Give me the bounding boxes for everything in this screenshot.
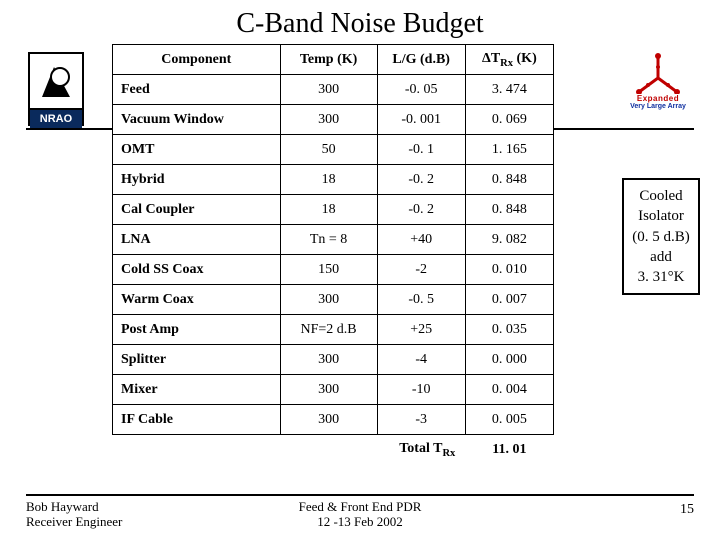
temp-cell: 50 [280, 135, 377, 165]
evla-icon [633, 52, 683, 94]
table-row: OMT50-0. 11. 165 [113, 135, 554, 165]
temp-cell: 300 [280, 345, 377, 375]
table-row: Feed300-0. 053. 474 [113, 75, 554, 105]
dtrx-cell: 3. 474 [465, 75, 553, 105]
temp-cell: 150 [280, 255, 377, 285]
lg-cell: -0. 001 [377, 105, 465, 135]
temp-cell: 300 [280, 375, 377, 405]
component-cell: LNA [113, 225, 281, 255]
table-row: LNATn = 8+409. 082 [113, 225, 554, 255]
annotation-box: Cooled Isolator (0. 5 d.B) add 3. 31°K [622, 178, 700, 295]
component-cell: Mixer [113, 375, 281, 405]
component-cell: Splitter [113, 345, 281, 375]
table-row: Vacuum Window300-0. 0010. 069 [113, 105, 554, 135]
temp-cell: 300 [280, 405, 377, 435]
temp-cell: 300 [280, 75, 377, 105]
lg-cell: -0. 05 [377, 75, 465, 105]
temp-cell: 18 [280, 195, 377, 225]
divider-bottom [26, 494, 694, 496]
table-row: Mixer300-100. 004 [113, 375, 554, 405]
total-value: 11. 01 [465, 435, 553, 465]
annotation-line: add [626, 247, 696, 267]
page-number: 15 [680, 502, 694, 518]
component-cell: Feed [113, 75, 281, 105]
nrao-logo: NRAO [28, 52, 84, 126]
col-header: Temp (K) [280, 45, 377, 75]
lg-cell: +40 [377, 225, 465, 255]
temp-cell: 18 [280, 165, 377, 195]
table-row: Warm Coax300-0. 50. 007 [113, 285, 554, 315]
dtrx-cell: 0. 848 [465, 195, 553, 225]
dtrx-cell: 0. 000 [465, 345, 553, 375]
dtrx-cell: 0. 004 [465, 375, 553, 405]
temp-cell: 300 [280, 285, 377, 315]
footer-center: Feed & Front End PDR 12 -13 Feb 2002 [0, 499, 720, 530]
col-header: Component [113, 45, 281, 75]
component-cell: Cal Coupler [113, 195, 281, 225]
table-header-row: Component Temp (K) L/G (d.B) ΔTRx (K) [113, 45, 554, 75]
total-label: Total TRx [113, 435, 466, 465]
table-row: Splitter300-40. 000 [113, 345, 554, 375]
table-row: Cal Coupler18-0. 20. 848 [113, 195, 554, 225]
lg-cell: -0. 2 [377, 165, 465, 195]
lg-cell: -0. 2 [377, 195, 465, 225]
lg-cell: -0. 1 [377, 135, 465, 165]
component-cell: IF Cable [113, 405, 281, 435]
dtrx-cell: 0. 848 [465, 165, 553, 195]
footer-date: 12 -13 Feb 2002 [0, 514, 720, 530]
lg-cell: -4 [377, 345, 465, 375]
annotation-line: Cooled [626, 186, 696, 206]
col-header: ΔTRx (K) [465, 45, 553, 75]
component-cell: Cold SS Coax [113, 255, 281, 285]
lg-cell: -10 [377, 375, 465, 405]
lg-cell: -3 [377, 405, 465, 435]
evla-logo: Expanded Very Large Array [622, 52, 694, 110]
temp-cell: 300 [280, 105, 377, 135]
table-row: Hybrid18-0. 20. 848 [113, 165, 554, 195]
dtrx-cell: 1. 165 [465, 135, 553, 165]
component-cell: Post Amp [113, 315, 281, 345]
lg-cell: +25 [377, 315, 465, 345]
annotation-line: 3. 31°K [626, 267, 696, 287]
component-cell: Warm Coax [113, 285, 281, 315]
col-header: L/G (d.B) [377, 45, 465, 75]
dtrx-cell: 0. 007 [465, 285, 553, 315]
total-row: Total TRx 11. 01 [113, 435, 554, 465]
lg-cell: -2 [377, 255, 465, 285]
table-row: Cold SS Coax150-20. 010 [113, 255, 554, 285]
annotation-line: Isolator [626, 206, 696, 226]
lg-cell: -0. 5 [377, 285, 465, 315]
dtrx-cell: 0. 010 [465, 255, 553, 285]
dtrx-cell: 9. 082 [465, 225, 553, 255]
evla-label-2: Very Large Array [622, 103, 694, 110]
nrao-icon [30, 54, 82, 110]
annotation-line: (0. 5 d.B) [626, 227, 696, 247]
dtrx-cell: 0. 069 [465, 105, 553, 135]
temp-cell: NF=2 d.B [280, 315, 377, 345]
nrao-label: NRAO [30, 110, 82, 128]
dtrx-cell: 0. 005 [465, 405, 553, 435]
table-row: Post AmpNF=2 d.B+250. 035 [113, 315, 554, 345]
noise-budget-table: Component Temp (K) L/G (d.B) ΔTRx (K) Fe… [112, 44, 554, 465]
temp-cell: Tn = 8 [280, 225, 377, 255]
page-title: C-Band Noise Budget [0, 0, 720, 40]
table-row: IF Cable300-30. 005 [113, 405, 554, 435]
evla-label-1: Expanded [622, 94, 694, 103]
component-cell: OMT [113, 135, 281, 165]
dtrx-cell: 0. 035 [465, 315, 553, 345]
component-cell: Hybrid [113, 165, 281, 195]
component-cell: Vacuum Window [113, 105, 281, 135]
footer-title: Feed & Front End PDR [0, 499, 720, 515]
